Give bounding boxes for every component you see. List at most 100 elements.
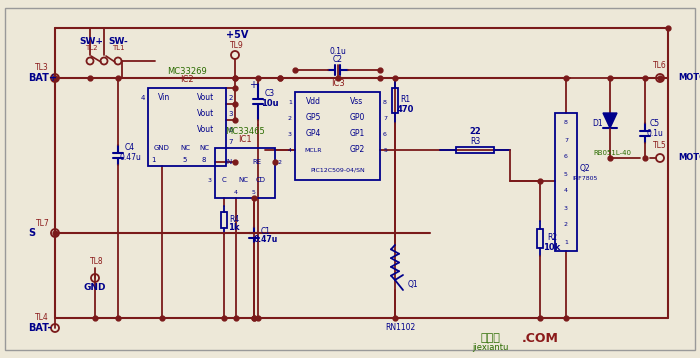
Polygon shape	[603, 113, 617, 128]
Text: 8: 8	[564, 121, 568, 126]
Text: Vdd: Vdd	[305, 97, 321, 106]
Text: BAT-: BAT-	[28, 323, 52, 333]
Text: 2: 2	[229, 95, 233, 101]
Text: jiexiantu: jiexiantu	[472, 343, 508, 353]
Text: Vout: Vout	[197, 93, 215, 102]
Text: 3: 3	[564, 205, 568, 211]
Text: 10u: 10u	[261, 100, 279, 108]
Text: 0.1u: 0.1u	[329, 48, 346, 57]
Text: C1: C1	[261, 227, 271, 236]
Text: 3: 3	[229, 111, 233, 117]
Bar	[456, 147, 494, 153]
Text: MCLR: MCLR	[304, 147, 322, 153]
Text: GND: GND	[84, 284, 106, 292]
Text: 8: 8	[202, 157, 206, 163]
Text: PIC12C509-04/SN: PIC12C509-04/SN	[310, 168, 365, 173]
Text: SW-: SW-	[108, 37, 128, 45]
Text: 4: 4	[288, 147, 292, 153]
Text: 5: 5	[564, 171, 568, 176]
Text: Vout: Vout	[197, 126, 215, 135]
Text: NC: NC	[180, 145, 190, 151]
Text: 6: 6	[383, 131, 387, 136]
Bar	[555, 113, 577, 251]
Text: RE: RE	[253, 159, 262, 165]
Text: TL7: TL7	[36, 218, 50, 227]
Text: 4: 4	[141, 95, 145, 101]
Text: C: C	[222, 177, 226, 183]
Text: 10k: 10k	[543, 243, 561, 252]
Text: Vin: Vin	[158, 93, 170, 102]
Text: 5: 5	[383, 147, 387, 153]
Text: R4: R4	[229, 216, 239, 224]
Text: TL1: TL1	[112, 45, 125, 51]
Text: Vss: Vss	[351, 97, 363, 106]
Text: S: S	[28, 228, 35, 238]
Text: IC2: IC2	[180, 76, 194, 84]
Text: TL8: TL8	[90, 257, 104, 266]
Text: 1: 1	[288, 100, 292, 105]
Text: NC: NC	[238, 177, 248, 183]
Text: 3: 3	[288, 131, 292, 136]
Bar	[148, 88, 226, 166]
Text: 1: 1	[564, 240, 568, 245]
Text: SW+: SW+	[79, 37, 103, 45]
Text: 0.1u: 0.1u	[647, 129, 664, 137]
Text: 8: 8	[383, 100, 387, 105]
Text: MOTOR-: MOTOR-	[678, 154, 700, 163]
Text: TL6: TL6	[653, 62, 667, 71]
Text: 7: 7	[229, 139, 233, 145]
Text: IN: IN	[225, 159, 232, 165]
Bar	[295, 92, 380, 180]
Text: C3: C3	[265, 90, 275, 98]
Text: 5: 5	[252, 189, 256, 194]
Text: 接线图: 接线图	[480, 333, 500, 343]
Text: TL4: TL4	[35, 314, 49, 323]
Text: 1: 1	[150, 157, 155, 163]
Text: IC3: IC3	[330, 79, 344, 88]
Text: +: +	[249, 80, 257, 90]
Bar	[215, 148, 275, 198]
Text: +5V: +5V	[226, 30, 248, 40]
Text: .COM: .COM	[522, 332, 559, 344]
Text: C2: C2	[332, 55, 342, 64]
Text: MC33465: MC33465	[225, 127, 265, 136]
Text: RB051L-40: RB051L-40	[593, 150, 631, 156]
Text: Q1: Q1	[407, 281, 419, 290]
Text: GP5: GP5	[305, 113, 321, 122]
Text: GND: GND	[154, 145, 170, 151]
Text: Q2: Q2	[580, 164, 590, 173]
Text: CD: CD	[256, 177, 266, 183]
Text: 7: 7	[564, 137, 568, 142]
Text: TL2: TL2	[85, 45, 97, 51]
Text: 2: 2	[564, 223, 568, 227]
Text: IRF7805: IRF7805	[573, 175, 598, 180]
Text: GP1: GP1	[349, 130, 365, 139]
Text: Vout: Vout	[197, 110, 215, 118]
Text: C4: C4	[125, 144, 135, 153]
Text: 0.47u: 0.47u	[119, 153, 141, 161]
Text: IC1: IC1	[238, 135, 252, 145]
Text: MOTOR+: MOTOR+	[678, 73, 700, 82]
Text: R3: R3	[470, 136, 480, 145]
Text: GP2: GP2	[349, 145, 365, 155]
Text: 1k: 1k	[228, 223, 239, 232]
Text: C5: C5	[650, 118, 660, 127]
Text: R2: R2	[547, 233, 557, 242]
Text: GP0: GP0	[349, 113, 365, 122]
Bar	[392, 88, 398, 113]
Text: BAT+: BAT+	[28, 73, 57, 83]
Text: 4: 4	[564, 189, 568, 194]
Text: TL3: TL3	[35, 63, 49, 73]
Text: 6: 6	[229, 127, 233, 133]
Text: 3: 3	[208, 178, 212, 183]
Text: 470: 470	[396, 106, 414, 115]
Text: 5: 5	[183, 157, 187, 163]
Bar	[221, 212, 227, 228]
Text: TL5: TL5	[653, 141, 667, 150]
Text: 6: 6	[564, 155, 568, 160]
Text: GP4: GP4	[305, 130, 321, 139]
Text: RN1102: RN1102	[385, 324, 415, 333]
Text: 2: 2	[278, 160, 282, 164]
Text: TL9: TL9	[230, 40, 244, 49]
Text: 0.47u: 0.47u	[254, 236, 278, 245]
